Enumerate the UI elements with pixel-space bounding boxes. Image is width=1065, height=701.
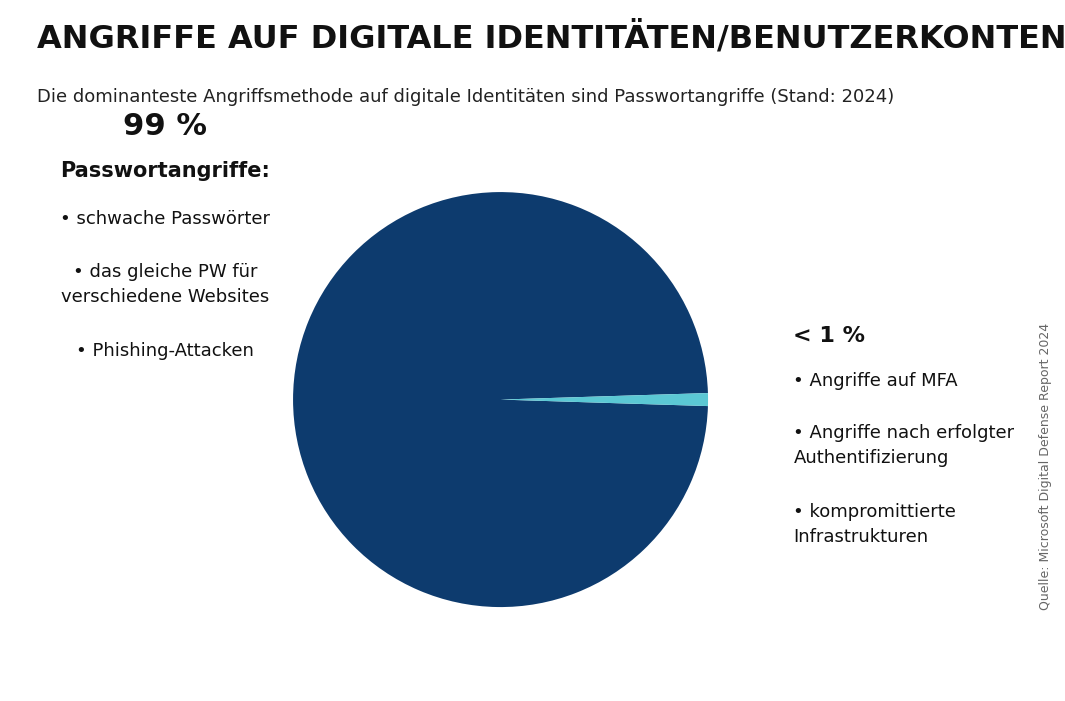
Text: • kompromittierte
Infrastrukturen: • kompromittierte Infrastrukturen xyxy=(793,503,956,546)
Text: • schwache Passwörter: • schwache Passwörter xyxy=(60,210,271,229)
Text: 99 %: 99 % xyxy=(124,112,207,141)
Text: • Angriffe nach erfolgter
Authentifizierung: • Angriffe nach erfolgter Authentifizier… xyxy=(793,424,1015,467)
Wedge shape xyxy=(501,393,708,406)
Text: • das gleiche PW für
verschiedene Websites: • das gleiche PW für verschiedene Websit… xyxy=(61,263,269,306)
Text: Passwortangriffe:: Passwortangriffe: xyxy=(60,161,271,182)
Text: < 1 %: < 1 % xyxy=(793,326,866,346)
Text: Die dominanteste Angriffsmethode auf digitale Identitäten sind Passwortangriffe : Die dominanteste Angriffsmethode auf dig… xyxy=(37,88,895,106)
Text: • Phishing-Attacken: • Phishing-Attacken xyxy=(76,342,255,360)
Text: Quelle: Microsoft Digital Defense Report 2024: Quelle: Microsoft Digital Defense Report… xyxy=(1039,322,1052,610)
Wedge shape xyxy=(293,192,708,607)
Text: ANGRIFFE AUF DIGITALE IDENTITÄTEN/BENUTZERKONTEN: ANGRIFFE AUF DIGITALE IDENTITÄTEN/BENUTZ… xyxy=(37,21,1065,55)
Text: • Angriffe auf MFA: • Angriffe auf MFA xyxy=(793,372,958,390)
